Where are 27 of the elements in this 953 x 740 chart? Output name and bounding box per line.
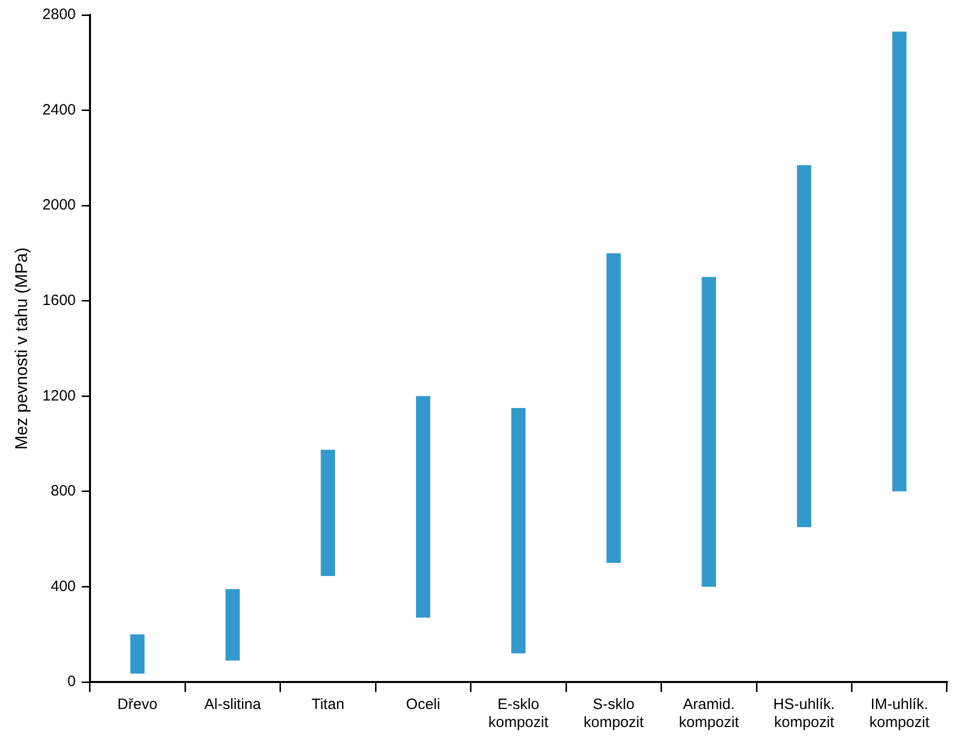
y-tick-label: 2800	[42, 6, 76, 24]
bar	[226, 589, 240, 661]
y-tick-label: 2000	[42, 196, 76, 214]
bar	[130, 634, 145, 674]
y-tick-label: 1600	[42, 292, 76, 309]
bar	[796, 165, 812, 528]
y-axis-title: Mez pevnosti v tahu (MPa)	[12, 247, 31, 450]
x-tick-label: Aramid. kompozit	[678, 696, 740, 732]
x-tick-label: Oceli	[406, 696, 440, 714]
bar	[511, 408, 526, 654]
bar	[702, 277, 716, 587]
y-tick-label: 2400	[42, 101, 76, 118]
bar	[416, 396, 430, 618]
y-tick-label: 1200	[42, 387, 76, 404]
x-tick-label: Titan	[311, 696, 344, 714]
bar	[320, 450, 336, 576]
y-tick-label: 400	[50, 578, 76, 595]
x-tick-label: Al-slitina	[204, 696, 262, 714]
x-tick-label: HS-uhlík. kompozit	[773, 696, 835, 732]
x-tick-label: S-sklo kompozit	[584, 696, 644, 732]
x-tick-label: IM-uhlík. kompozit	[869, 696, 930, 732]
x-tick-label: E-sklo kompozit	[488, 696, 550, 732]
y-tick-label: 0	[67, 673, 76, 690]
bar	[606, 253, 621, 563]
bar	[892, 32, 907, 492]
y-tick-label: 800	[50, 482, 76, 500]
x-tick-label: Dřevo	[117, 696, 158, 714]
